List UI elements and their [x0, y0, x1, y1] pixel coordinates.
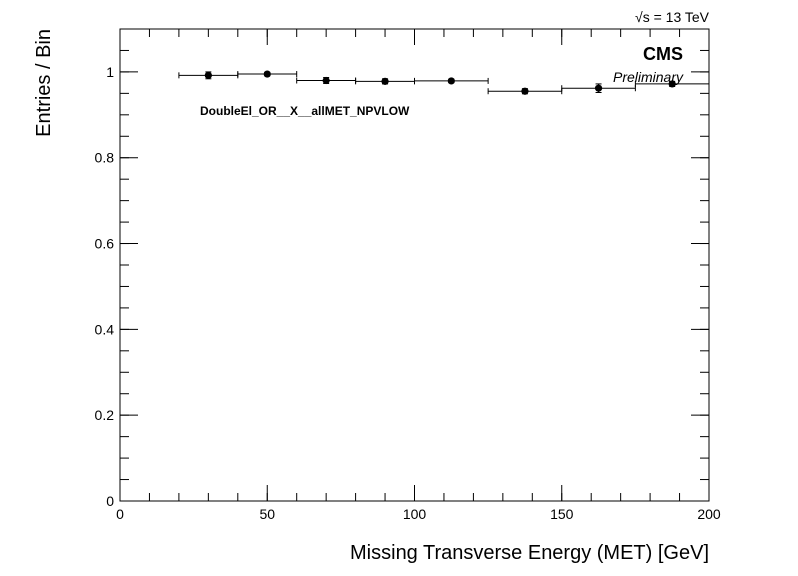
x-tick-labels: 0 50 100 150 200 — [116, 506, 721, 522]
point-marker — [447, 77, 455, 85]
y-tick-label: 0.8 — [95, 150, 115, 166]
x-axis-label: Missing Transverse Energy (MET) [GeV] — [350, 542, 709, 564]
point-marker — [263, 70, 271, 78]
data-point — [561, 83, 636, 94]
data-points — [178, 70, 710, 95]
data-point — [237, 70, 298, 78]
x-tick-label: 50 — [259, 506, 275, 522]
x-tick-label: 0 — [116, 506, 124, 522]
data-point — [634, 80, 710, 88]
data-point — [487, 87, 563, 95]
status-label: Preliminary — [613, 69, 684, 85]
data-point — [414, 77, 489, 85]
experiment-label: CMS — [643, 44, 683, 64]
data-point — [355, 77, 415, 85]
data-point — [296, 76, 357, 85]
selection-annotation: DoubleEl_OR__X__allMET_NPVLOW — [200, 104, 410, 118]
y-tick-label: 0.2 — [95, 407, 115, 423]
point-marker — [521, 87, 529, 95]
y-tick-labels: 0 0.2 0.4 0.6 0.8 1 — [95, 64, 115, 509]
x-tick-label: 100 — [403, 506, 427, 522]
energy-label: √s = 13 TeV — [635, 9, 710, 25]
y-tick-label: 1 — [106, 64, 114, 80]
plot-frame — [119, 28, 710, 502]
y-axis-label: Entries / Bin — [33, 29, 55, 137]
y-tick-label: 0.4 — [95, 321, 115, 337]
y-tick-label: 0 — [106, 493, 114, 509]
data-point — [178, 71, 239, 80]
point-marker — [381, 77, 389, 85]
x-tick-label: 150 — [550, 506, 574, 522]
minor-ticks — [119, 28, 710, 502]
point-marker — [204, 71, 212, 79]
x-tick-label: 200 — [697, 506, 721, 522]
major-ticks — [119, 29, 710, 502]
point-marker — [668, 80, 676, 88]
y-tick-label: 0.6 — [95, 236, 115, 252]
point-marker — [322, 76, 330, 85]
point-marker — [594, 84, 603, 92]
